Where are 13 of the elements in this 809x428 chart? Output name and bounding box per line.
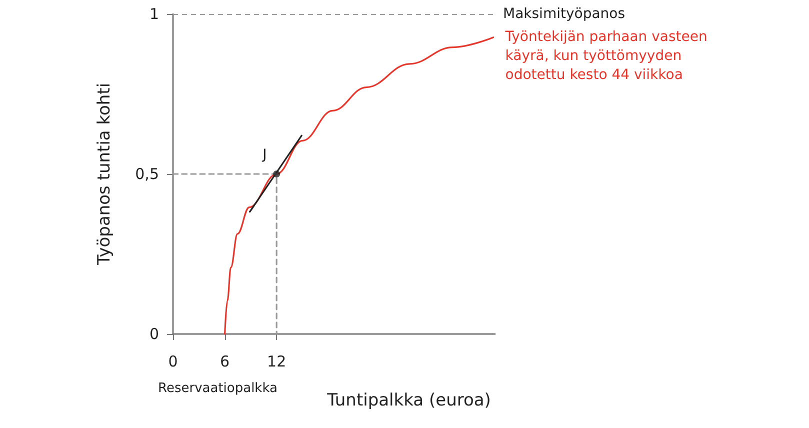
text: Reservaatiopalkka bbox=[158, 381, 278, 396]
ref-line-label: Maksimityöpanos bbox=[503, 6, 626, 22]
x-tick-label: 0 bbox=[168, 352, 178, 370]
x-tick-label: 12 bbox=[267, 352, 286, 370]
line-series bbox=[224, 36, 494, 335]
x-axis-title: Tuntipalkka (euroa) bbox=[326, 390, 491, 410]
x-tick-label: 6 bbox=[220, 352, 230, 370]
annotation: J bbox=[262, 147, 267, 163]
y-tick-label: 0,5 bbox=[135, 165, 159, 183]
y-tick-label: 1 bbox=[149, 5, 159, 23]
y-tick-label: 0 bbox=[149, 325, 159, 343]
series-label: Työntekijän parhaan vasteen käyrä, kun työttömyyden odotettu kesto 44 viikkoa bbox=[504, 28, 712, 83]
y-axis-title: Työpanos tuntia kohti bbox=[94, 82, 114, 266]
